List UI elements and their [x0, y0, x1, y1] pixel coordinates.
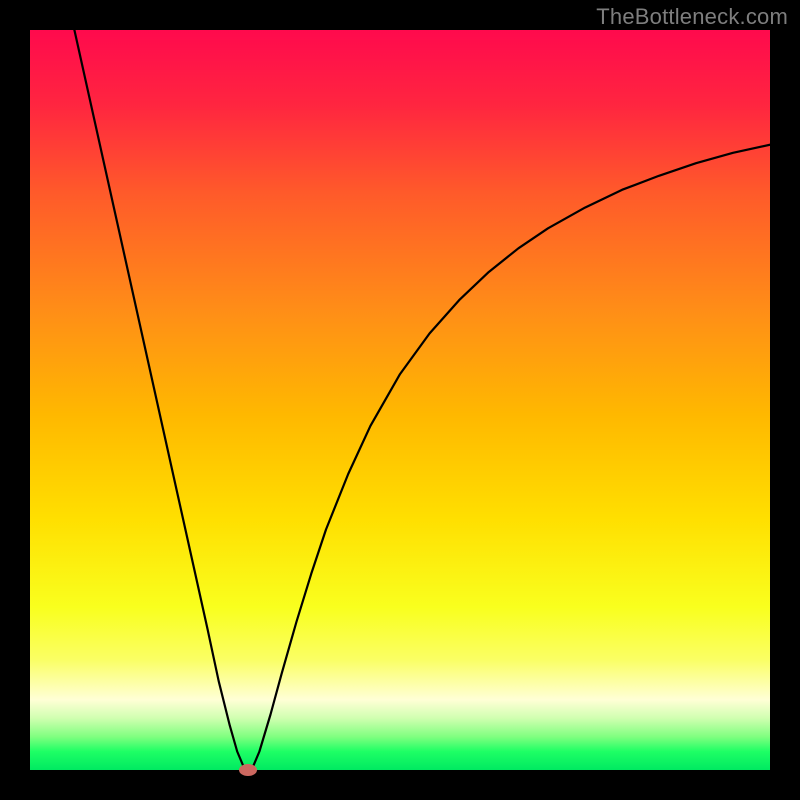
minimum-marker [239, 764, 257, 776]
bottleneck-curve [30, 30, 770, 770]
plot-area [30, 30, 770, 770]
watermark-text: TheBottleneck.com [596, 4, 788, 30]
chart-frame: TheBottleneck.com [0, 0, 800, 800]
